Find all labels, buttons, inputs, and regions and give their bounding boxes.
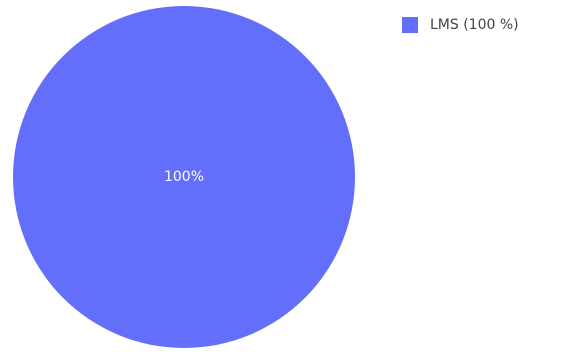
legend-label-lms: LMS (100 %) [430,17,519,33]
legend-swatch-lms[interactable] [402,17,418,33]
pie-slice-label-lms: 100% [164,169,204,185]
legend: LMS (100 %) [402,17,519,33]
pie-slice-lms[interactable] [13,6,355,348]
